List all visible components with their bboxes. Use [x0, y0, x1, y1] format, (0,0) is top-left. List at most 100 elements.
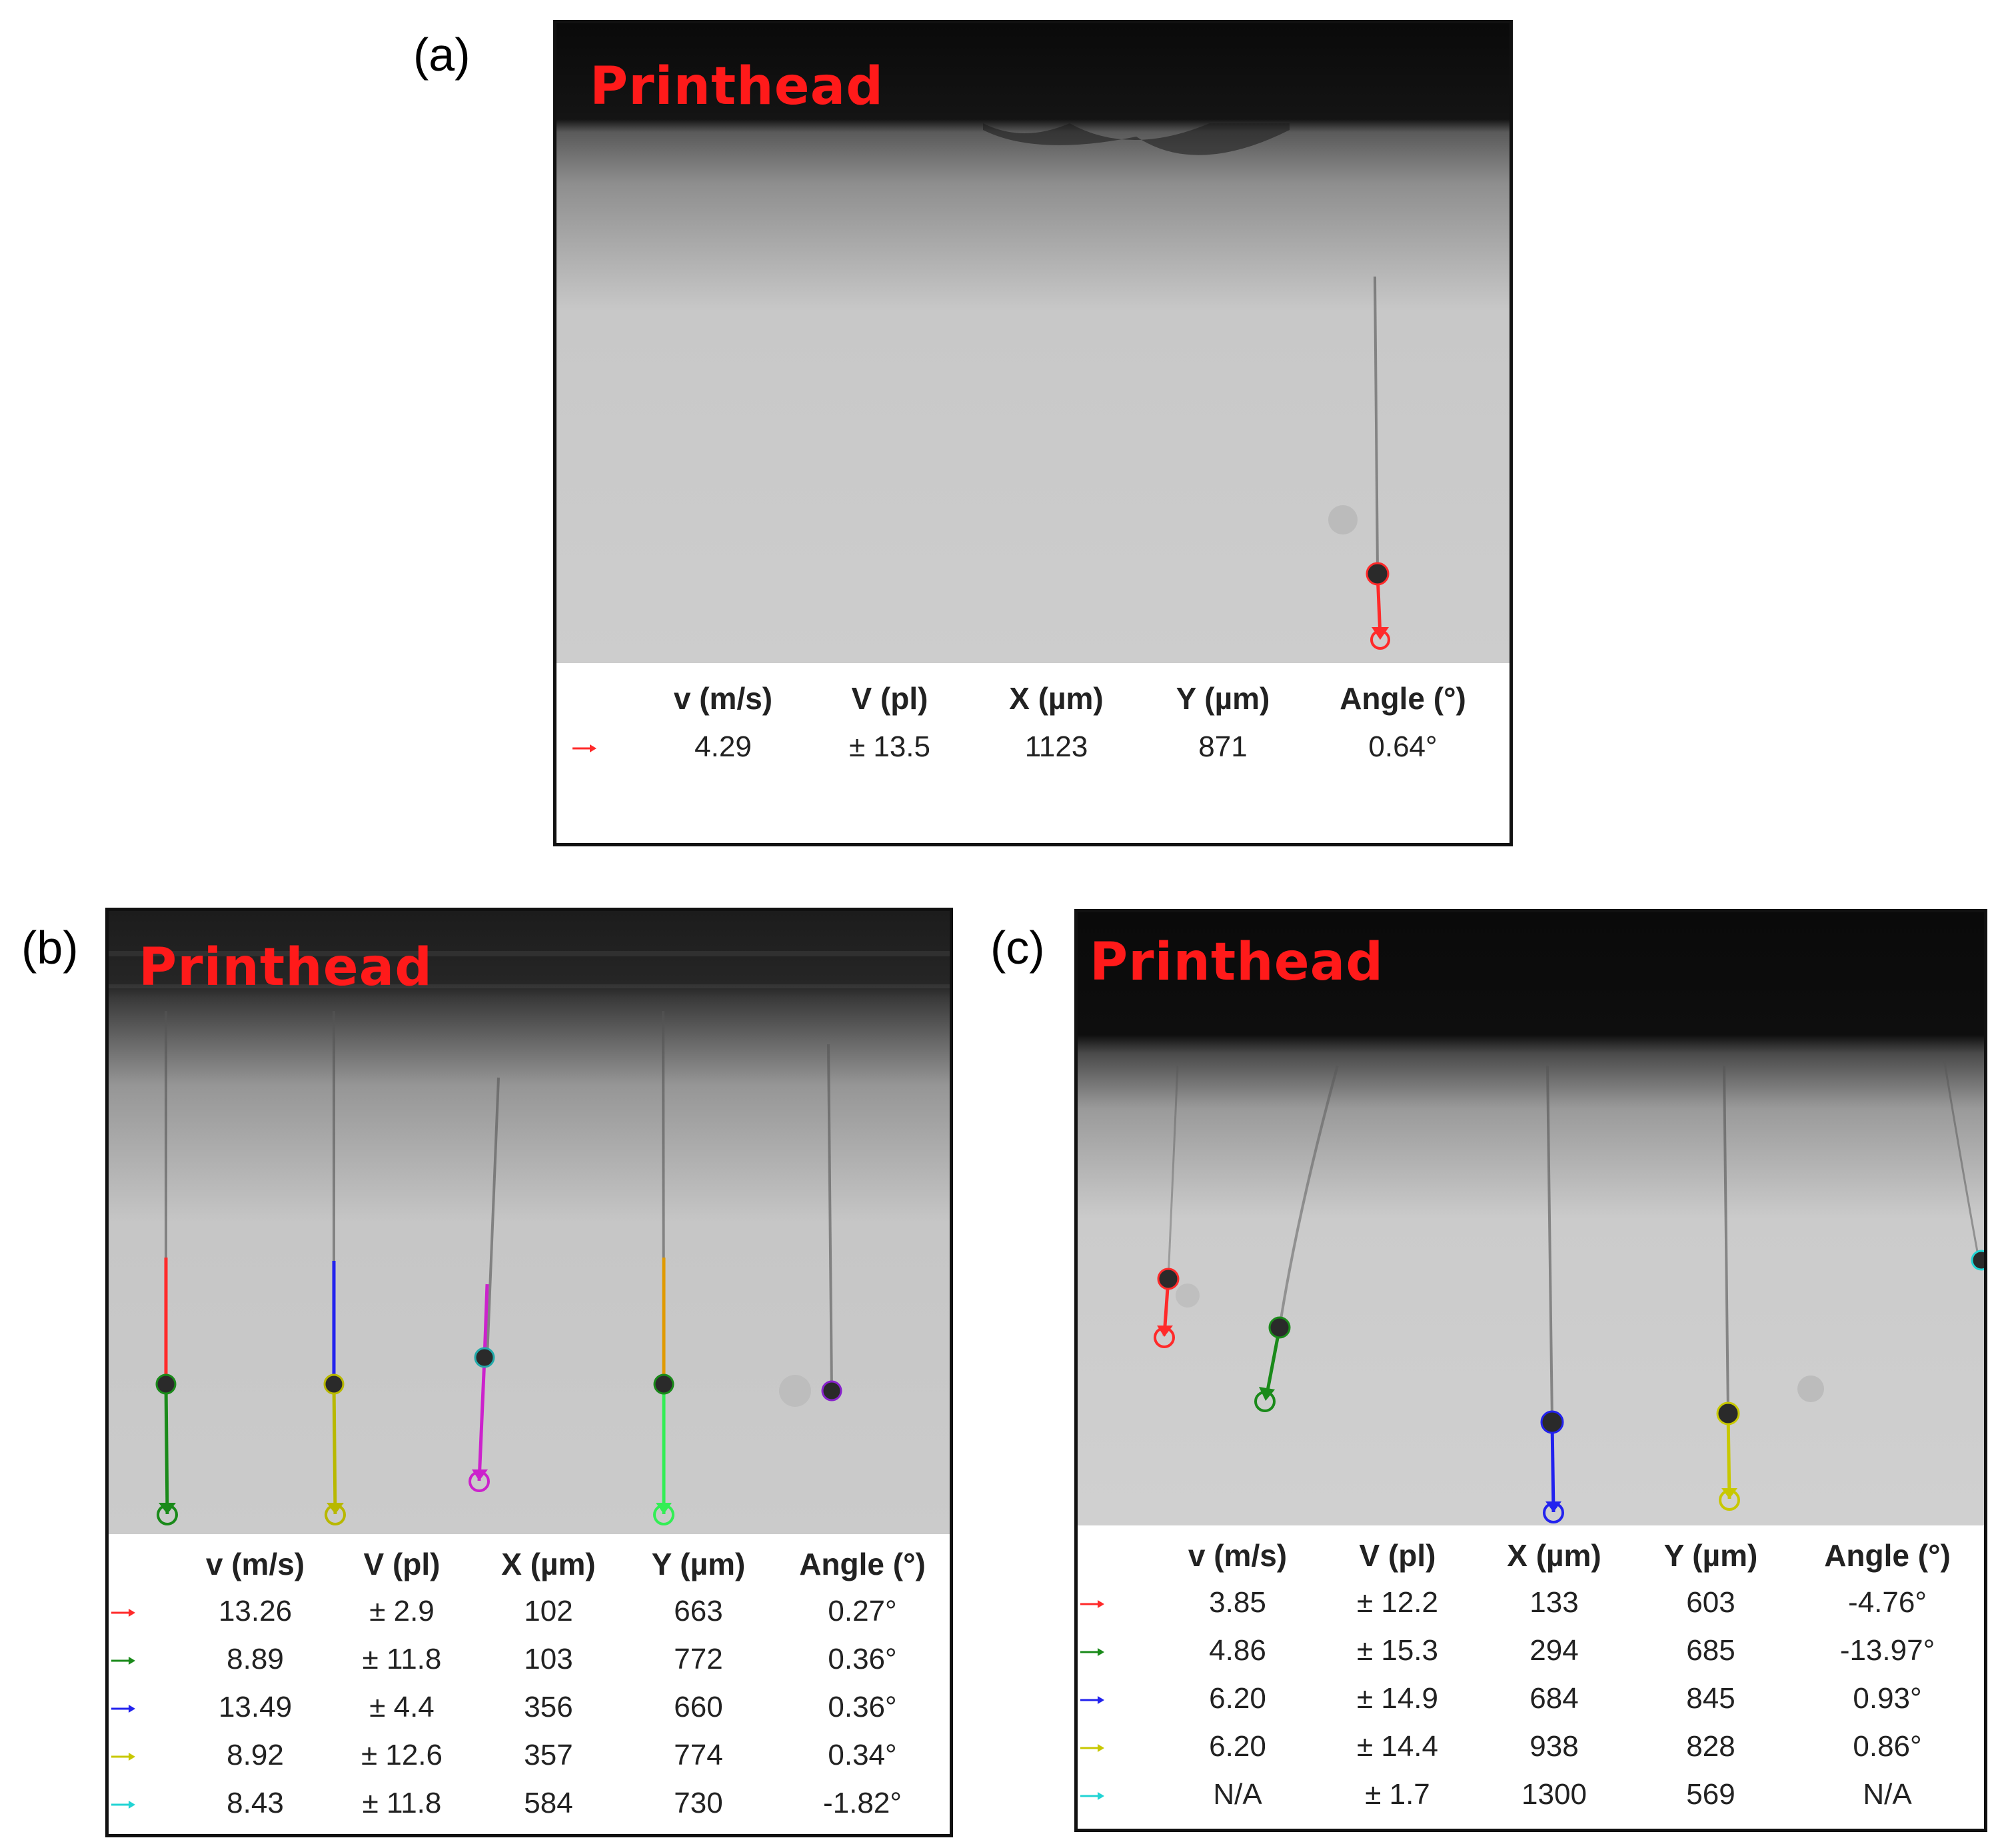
- angle-header: Angle (°): [799, 1547, 926, 1581]
- table-row: 4.29 ± 13.5 1123 871 0.64°: [570, 723, 1503, 771]
- velocity-cell: 13.49: [218, 1691, 293, 1723]
- angle-cell: 0.64°: [1368, 730, 1438, 763]
- angle-header: Angle (°): [1340, 680, 1466, 716]
- table-row: 6.20 ± 14.9 684 845 0.93°: [1078, 1675, 1984, 1723]
- row-color-arrow-cell: [1078, 1723, 1158, 1771]
- velocity-cell: 13.26: [218, 1595, 293, 1627]
- row-color-arrow-cell: [570, 723, 636, 771]
- table-row: 3.85 ± 12.2 133 603 -4.76°: [1078, 1579, 1984, 1627]
- series-arrow-icon: [111, 1657, 135, 1665]
- table-row: N/A ± 1.7 1300 569 N/A: [1078, 1771, 1984, 1819]
- x-cell: 1123: [1024, 730, 1088, 763]
- angle-cell: 0.93°: [1853, 1682, 1922, 1715]
- row-color-arrow-cell: [1078, 1579, 1158, 1627]
- volume-cell: ± 14.4: [1356, 1730, 1438, 1763]
- velocity-cell: 8.89: [227, 1643, 284, 1675]
- volume-cell: ± 2.9: [369, 1595, 435, 1627]
- panel-a-printhead-label: Printhead: [590, 57, 884, 117]
- series-arrow-icon: [111, 1801, 135, 1809]
- volume-cell: ± 11.8: [362, 1643, 442, 1675]
- x-cell: 938: [1529, 1730, 1579, 1763]
- volume-cell: ± 15.3: [1356, 1634, 1438, 1667]
- y-cell: 603: [1686, 1586, 1735, 1619]
- x-header: X (µm): [1009, 680, 1104, 716]
- velocity-cell: 8.92: [227, 1739, 284, 1771]
- x-cell: 1300: [1521, 1778, 1587, 1811]
- table-row: 6.20 ± 14.4 938 828 0.86°: [1078, 1723, 1984, 1771]
- y-cell: 660: [674, 1691, 723, 1723]
- y-cell: 828: [1686, 1730, 1735, 1763]
- panel-a: Printhead v (m/s) V (pl) X (µm) Y (µm) A…: [553, 20, 1513, 846]
- velocity-header: v (m/s): [205, 1547, 305, 1581]
- row-color-arrow-cell: [1078, 1771, 1158, 1819]
- x-cell: 102: [524, 1595, 573, 1627]
- table-row: 8.89 ± 11.8 103 772 0.36°: [109, 1635, 950, 1683]
- arrow-header: [570, 673, 636, 723]
- angle-cell: -4.76°: [1848, 1586, 1927, 1619]
- angle-cell: 0.27°: [828, 1595, 897, 1627]
- table-header-row: v (m/s) V (pl) X (µm) Y (µm) Angle (°): [1078, 1532, 1984, 1579]
- table-row: 13.49 ± 4.4 356 660 0.36°: [109, 1683, 950, 1731]
- angle-cell: 0.36°: [828, 1691, 897, 1723]
- angle-cell: -1.82°: [823, 1787, 902, 1819]
- volume-header: V (pl): [851, 680, 928, 716]
- row-color-arrow-cell: [109, 1635, 182, 1683]
- y-cell: 663: [674, 1595, 723, 1627]
- series-arrow-icon: [1080, 1696, 1104, 1705]
- row-color-arrow-cell: [109, 1683, 182, 1731]
- x-cell: 133: [1529, 1586, 1579, 1619]
- table-header-row: v (m/s) V (pl) X (µm) Y (µm) Angle (°): [570, 673, 1503, 723]
- x-cell: 684: [1529, 1682, 1579, 1715]
- velocity-cell: 4.86: [1209, 1634, 1266, 1667]
- table-row: 4.86 ± 15.3 294 685 -13.97°: [1078, 1627, 1984, 1675]
- angle-cell: N/A: [1863, 1778, 1912, 1811]
- panel-c: Printhead v (m/s) V (pl) X (µm) Y (µm) A…: [1074, 909, 1987, 1832]
- angle-cell: 0.36°: [828, 1643, 897, 1675]
- panel-c-printhead-label: Printhead: [1090, 932, 1384, 992]
- volume-cell: ± 12.2: [1356, 1586, 1438, 1619]
- row-color-arrow-cell: [109, 1779, 182, 1827]
- panel-b-readout-table: v (m/s) V (pl) X (µm) Y (µm) Angle (°) 1…: [109, 1541, 950, 1827]
- panel-c-rows: 3.85 ± 12.2 133 603 -4.76° 4.86 ± 15.3 294 685 -1…: [1078, 1579, 1984, 1819]
- y-cell: 845: [1686, 1682, 1735, 1715]
- series-arrow-icon: [1080, 1648, 1104, 1657]
- y-cell: 685: [1686, 1634, 1735, 1667]
- arrow-header: [1078, 1532, 1158, 1579]
- panel-b-rows: 13.26 ± 2.9 102 663 0.27° 8.89 ± 11.8 103 772 0.3…: [109, 1587, 950, 1827]
- table-header-row: v (m/s) V (pl) X (µm) Y (µm) Angle (°): [109, 1541, 950, 1587]
- y-cell: 774: [674, 1739, 723, 1771]
- x-header: X (µm): [1507, 1538, 1601, 1573]
- y-header: Y (µm): [651, 1547, 746, 1581]
- x-header: X (µm): [501, 1547, 596, 1581]
- volume-cell: ± 12.6: [361, 1739, 443, 1771]
- x-cell: 294: [1529, 1634, 1579, 1667]
- row-color-arrow-cell: [1078, 1675, 1158, 1723]
- panel-b: Printhead v (m/s) V (pl) X (µm) Y (µm) A…: [105, 908, 953, 1837]
- table-row: 13.26 ± 2.9 102 663 0.27°: [109, 1587, 950, 1635]
- panel-a-rows: 4.29 ± 13.5 1123 871 0.64°: [570, 723, 1503, 771]
- x-cell: 356: [524, 1691, 573, 1723]
- angle-cell: 0.34°: [828, 1739, 897, 1771]
- series-arrow-icon: [572, 744, 596, 753]
- x-cell: 357: [524, 1739, 573, 1771]
- panel-a-label: (a): [413, 29, 471, 81]
- velocity-cell: 8.43: [227, 1787, 284, 1819]
- y-cell: 871: [1198, 730, 1248, 763]
- panel-c-droplet-image: [1078, 912, 1984, 1525]
- velocity-cell: 4.29: [694, 730, 752, 763]
- series-arrow-icon: [111, 1753, 135, 1761]
- row-color-arrow-cell: [1078, 1627, 1158, 1675]
- velocity-cell: 6.20: [1209, 1730, 1266, 1763]
- panel-c-label: (c): [990, 922, 1045, 974]
- arrow-header: [109, 1541, 182, 1587]
- velocity-header: v (m/s): [1188, 1538, 1288, 1573]
- volume-cell: ± 13.5: [848, 730, 930, 763]
- panel-a-droplet-image: [556, 23, 1509, 663]
- y-header: Y (µm): [1176, 680, 1270, 716]
- velocity-cell: N/A: [1213, 1778, 1262, 1811]
- volume-cell: ± 14.9: [1356, 1682, 1438, 1715]
- y-cell: 772: [674, 1643, 723, 1675]
- angle-cell: 0.86°: [1853, 1730, 1922, 1763]
- volume-cell: ± 1.7: [1365, 1778, 1430, 1811]
- angle-cell: -13.97°: [1839, 1634, 1935, 1667]
